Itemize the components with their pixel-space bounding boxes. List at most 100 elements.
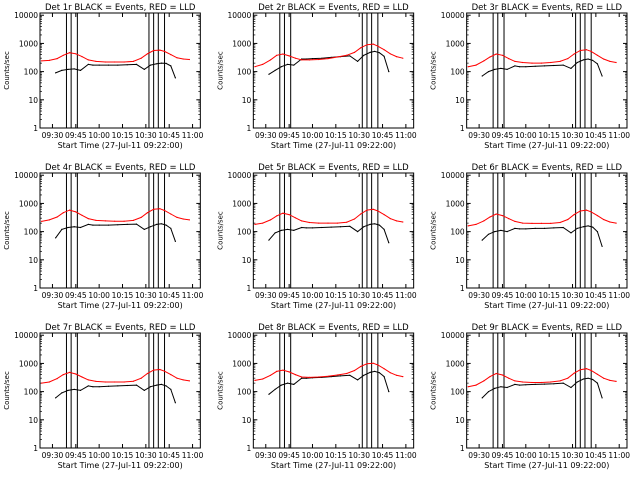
- x-tick-label: 10:15: [112, 131, 134, 140]
- x-tick-label: 10:45: [585, 291, 607, 300]
- lld-series-point: [389, 53, 391, 55]
- events-series-point: [143, 389, 145, 391]
- lld-series-point: [182, 218, 184, 220]
- x-tick-label: 10:15: [325, 131, 347, 140]
- x-tick-label: 11:00: [608, 451, 630, 460]
- events-series-point: [268, 393, 270, 395]
- y-tick-label: 100: [24, 68, 39, 77]
- events-series-point: [98, 386, 100, 388]
- events-series-line: [268, 223, 390, 243]
- lld-series-point: [389, 218, 391, 220]
- lld-series-line: [41, 49, 190, 63]
- y-tick-label: 10: [455, 96, 465, 105]
- lld-series-point: [475, 223, 477, 225]
- events-series-point: [92, 64, 94, 66]
- events-series-point: [160, 383, 162, 385]
- events-series-point: [514, 227, 516, 229]
- x-tick-label: 10:30: [348, 291, 370, 300]
- lld-series-point: [114, 220, 116, 222]
- events-series-point: [55, 72, 57, 74]
- y-tick-label: 10000: [14, 331, 38, 340]
- events-series-point: [519, 228, 521, 230]
- events-series-point: [601, 75, 603, 77]
- events-series-point: [363, 226, 365, 228]
- lld-series-point: [87, 59, 89, 61]
- events-series-point: [339, 226, 342, 228]
- lld-series-point: [288, 214, 290, 216]
- lld-series-point: [254, 379, 256, 381]
- lld-series-point: [188, 380, 190, 382]
- lld-series-point: [81, 214, 83, 216]
- y-tick-label: 1000: [446, 39, 465, 48]
- lld-series-point: [81, 56, 83, 58]
- plot-frame: [466, 332, 628, 449]
- lld-series-point: [123, 61, 125, 63]
- y-tick-label: 10: [242, 256, 252, 265]
- events-series-point: [170, 65, 172, 67]
- events-series-point: [135, 384, 138, 386]
- y-axis-label: Counts/sec: [430, 51, 438, 90]
- events-series-point: [494, 387, 496, 389]
- lld-series-point: [153, 49, 155, 52]
- lld-series-point: [360, 365, 362, 368]
- panel-title: Det 2r BLACK = Events, RED = LLD: [258, 3, 409, 13]
- events-series-point: [311, 58, 314, 60]
- events-series-point: [570, 386, 572, 389]
- events-series-point: [374, 50, 376, 53]
- lld-series-point: [262, 222, 264, 224]
- events-series-point: [587, 58, 589, 60]
- lld-series-point: [56, 58, 58, 60]
- events-series-point: [525, 228, 527, 230]
- x-tick-label: 09:30: [255, 451, 277, 460]
- x-tick-label: 10:00: [515, 131, 537, 140]
- lld-series-point: [140, 377, 142, 379]
- lld-series-point: [483, 60, 485, 62]
- events-series-point: [562, 64, 564, 66]
- panel-title: Det 8r BLACK = Events, RED = LLD: [258, 323, 409, 333]
- x-tick-label: 10:00: [515, 291, 537, 300]
- lld-series-point: [501, 374, 504, 376]
- events-series-point: [87, 63, 89, 65]
- lld-series-point: [159, 49, 161, 51]
- lld-series-point: [48, 219, 50, 221]
- x-axis-label: Start Time (27-Jul-11 09:22:00): [58, 461, 183, 470]
- events-series-point: [487, 233, 490, 235]
- events-series-point: [87, 223, 89, 225]
- events-series-point: [543, 227, 546, 229]
- events-series-point: [126, 64, 128, 66]
- x-tick-label: 10:30: [562, 291, 584, 300]
- x-tick-label: 09:45: [65, 451, 87, 460]
- events-series-point: [174, 402, 176, 404]
- lld-series-point: [282, 212, 284, 214]
- events-series-point: [357, 231, 359, 233]
- events-series-point: [592, 59, 594, 62]
- lld-series-point: [508, 377, 510, 379]
- y-tick-label: 1000: [232, 39, 251, 48]
- y-tick-label: 1000: [446, 199, 465, 208]
- events-series-point: [506, 231, 508, 233]
- lld-series-point: [573, 53, 575, 55]
- lld-series-point: [146, 212, 148, 214]
- events-series-point: [321, 57, 323, 59]
- lld-series-point: [590, 211, 592, 213]
- x-tick-label: 10:45: [372, 451, 394, 460]
- lld-series-point: [318, 58, 320, 61]
- y-axis-label: Counts/sec: [3, 51, 11, 90]
- y-tick-label: 100: [450, 228, 465, 237]
- y-tick-label: 1: [460, 284, 465, 293]
- y-tick-label: 10: [28, 256, 38, 265]
- events-series-point: [301, 377, 303, 379]
- x-tick-label: 10:00: [302, 131, 324, 140]
- events-series-point: [374, 370, 376, 372]
- events-series-point: [165, 224, 167, 226]
- x-axis-label: Start Time (27-Jul-11 09:22:00): [58, 141, 183, 150]
- lld-series-point: [75, 211, 77, 213]
- lld-series-point: [163, 209, 166, 212]
- events-series-point: [67, 389, 69, 391]
- events-series-point: [519, 384, 521, 386]
- plot-frame: [39, 12, 201, 129]
- x-tick-label: 10:45: [372, 291, 394, 300]
- events-series-point: [494, 68, 496, 70]
- lld-series-point: [87, 218, 89, 220]
